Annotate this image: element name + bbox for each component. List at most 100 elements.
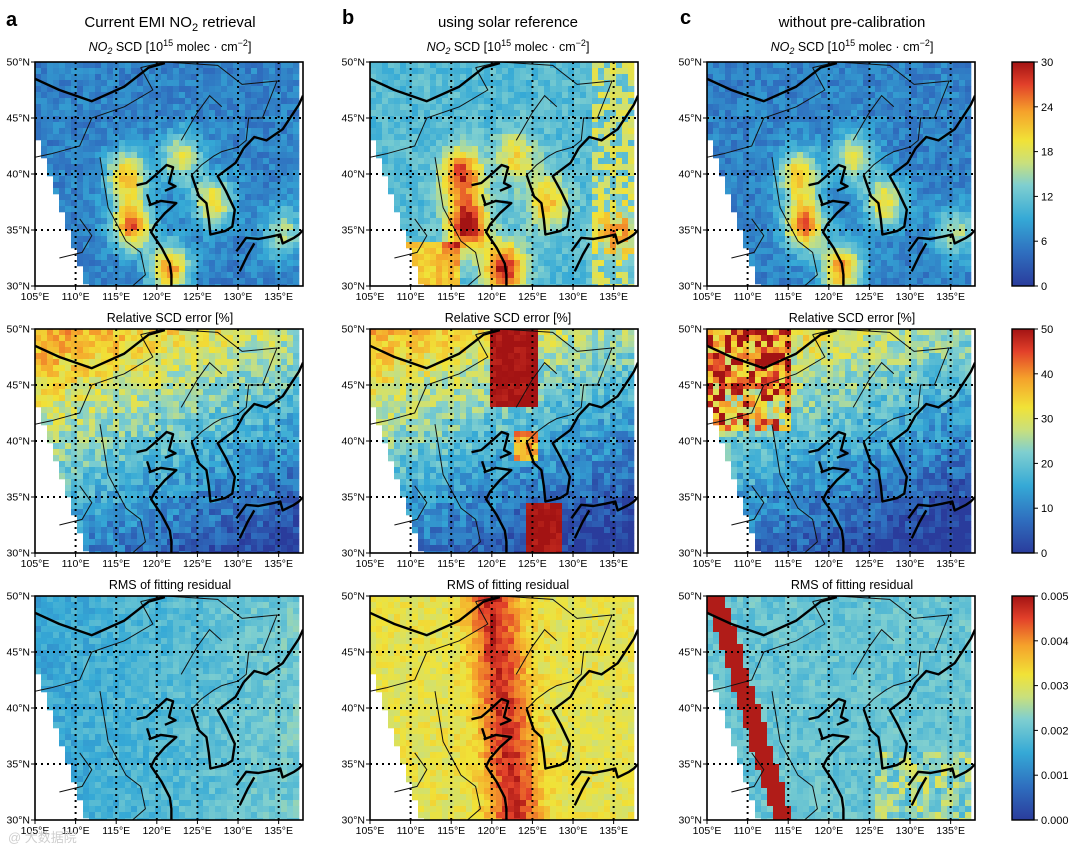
heatmap-cell — [89, 260, 96, 267]
heatmap-cell — [53, 371, 60, 378]
heatmap-cell — [941, 284, 948, 286]
heatmap-cell — [749, 122, 756, 129]
heatmap-cell — [442, 278, 449, 285]
heatmap-cell — [857, 68, 864, 75]
heatmap-cell — [53, 182, 60, 189]
heatmap-cell — [382, 134, 389, 141]
heatmap-cell — [47, 371, 54, 378]
heatmap-cell — [604, 242, 611, 249]
heatmap-cell — [281, 200, 288, 207]
heatmap-cell — [520, 200, 527, 207]
heatmap-cell — [197, 164, 204, 171]
heatmap-cell — [598, 248, 605, 255]
heatmap-cell — [173, 128, 180, 135]
heatmap-cell — [809, 242, 816, 249]
heatmap-cell — [857, 218, 864, 225]
heatmap-cell — [803, 68, 810, 75]
heatmap-cell — [53, 176, 60, 183]
heatmap-cell — [436, 152, 443, 159]
heatmap-cell — [616, 140, 623, 147]
heatmap-cell — [622, 182, 629, 189]
heatmap-cell — [568, 122, 575, 129]
heatmap-cell — [77, 236, 84, 243]
heatmap-cell — [394, 98, 401, 105]
heatmap-cell — [935, 116, 942, 123]
heatmap-cell — [71, 335, 78, 342]
heatmap-cell — [125, 170, 132, 177]
heatmap-cell — [275, 62, 282, 69]
heatmap-cell — [959, 242, 966, 249]
heatmap-cell — [905, 206, 912, 213]
heatmap-cell — [737, 116, 744, 123]
heatmap-cell — [436, 170, 443, 177]
heatmap-cell — [293, 194, 300, 201]
heatmap-cell — [905, 254, 912, 261]
heatmap-cell — [179, 146, 186, 153]
heatmap-cell — [125, 176, 132, 183]
heatmap-cell — [905, 182, 912, 189]
y-tick-label: 45°N — [679, 113, 702, 125]
heatmap-cell — [233, 284, 240, 286]
heatmap-cell — [749, 86, 756, 93]
heatmap-cell — [821, 218, 828, 225]
heatmap-cell — [749, 260, 756, 267]
heatmap-cell — [815, 284, 822, 286]
heatmap-cell — [875, 92, 882, 99]
heatmap-cell — [953, 62, 960, 69]
heatmap-cell — [863, 188, 870, 195]
heatmap-cell — [191, 134, 198, 141]
heatmap-cell — [424, 230, 431, 237]
heatmap-cell — [107, 122, 114, 129]
heatmap-cell — [161, 86, 168, 93]
heatmap-cell — [917, 266, 924, 273]
heatmap-cell — [887, 104, 894, 111]
heatmap-cell — [83, 188, 90, 195]
heatmap-cell — [622, 206, 629, 213]
heatmap-cell — [47, 146, 54, 153]
heatmap-cell — [737, 104, 744, 111]
heatmap-cell — [785, 212, 792, 219]
heatmap-cell — [779, 212, 786, 219]
heatmap-cell — [520, 116, 527, 123]
heatmap-cell — [899, 266, 906, 273]
heatmap-cell — [275, 164, 282, 171]
heatmap-cell — [947, 206, 954, 213]
heatmap-cell — [149, 104, 156, 111]
heatmap-cell — [167, 158, 174, 165]
heatmap-cell — [550, 254, 557, 261]
heatmap-cell — [41, 68, 48, 75]
heatmap-cell — [137, 164, 144, 171]
x-tick-label: 135°E — [264, 291, 293, 303]
heatmap-cell — [430, 86, 437, 93]
heatmap-cell — [35, 116, 42, 123]
heatmap-cell — [580, 260, 587, 267]
heatmap-cell — [580, 68, 587, 75]
heatmap-cell — [47, 347, 54, 354]
x-tick-label: 130°E — [896, 291, 925, 303]
heatmap-cell — [185, 152, 192, 159]
heatmap-cell — [562, 206, 569, 213]
heatmap-cell — [89, 272, 96, 279]
heatmap-cell — [917, 248, 924, 255]
heatmap-cell — [959, 194, 966, 201]
heatmap-cell — [556, 152, 563, 159]
heatmap-cell — [424, 152, 431, 159]
heatmap-cell — [851, 182, 858, 189]
heatmap-cell — [442, 158, 449, 165]
heatmap-cell — [59, 152, 66, 159]
heatmap-cell — [875, 80, 882, 87]
heatmap-cell — [953, 158, 960, 165]
heatmap-cell — [430, 128, 437, 135]
heatmap-cell — [815, 98, 822, 105]
heatmap-cell — [460, 158, 467, 165]
heatmap-cell — [89, 176, 96, 183]
heatmap-cell — [905, 74, 912, 81]
heatmap-cell — [815, 170, 822, 177]
heatmap-cell — [484, 278, 491, 285]
heatmap-cell — [875, 236, 882, 243]
heatmap-cell — [899, 188, 906, 195]
heatmap-cell — [863, 140, 870, 147]
heatmap-cell — [887, 164, 894, 171]
heatmap-cell — [941, 266, 948, 273]
heatmap-cell — [155, 176, 162, 183]
